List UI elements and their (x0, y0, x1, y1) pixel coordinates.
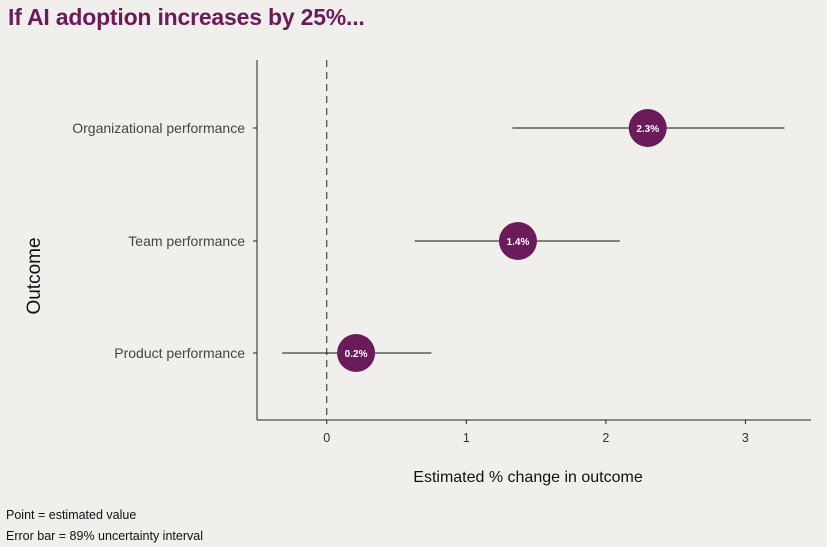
estimate-point (498, 222, 537, 260)
x-tick-label: 3 (742, 431, 749, 445)
y-category-label: Product performance (114, 345, 245, 361)
footnote-point: Point = estimated value (6, 508, 137, 522)
estimate-point (628, 109, 667, 147)
chart-title: If AI adoption increases by 25%... (8, 4, 365, 30)
x-tick-label: 0 (323, 431, 330, 445)
x-axis-label: Estimated % change in outcome (413, 469, 643, 486)
estimate-point (337, 334, 376, 372)
y-category-label: Organizational performance (72, 120, 245, 136)
point-data-label: 0.2% (345, 349, 368, 360)
y-axis-label: Outcome (24, 237, 45, 314)
point-data-label: 2.3% (636, 124, 659, 135)
footnote-error-bar: Error bar = 89% uncertainty interval (6, 529, 203, 543)
y-category-label: Team performance (128, 233, 245, 249)
x-tick-label: 1 (463, 431, 470, 445)
x-tick-label: 2 (602, 431, 609, 445)
forest-plot: 0 1 2 3 2.3% 1.4% 0.2% Organizational perform… (24, 60, 811, 486)
point-data-label: 1.4% (507, 237, 530, 248)
